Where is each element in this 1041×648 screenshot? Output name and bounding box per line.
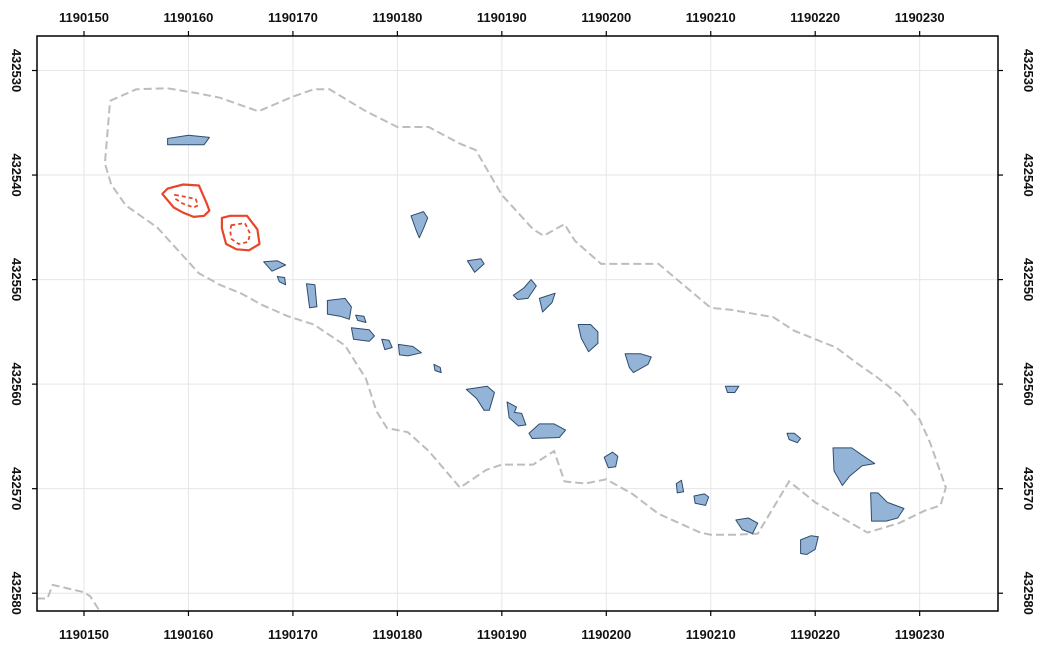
highlight-inner-ring xyxy=(173,193,199,209)
x-tick-label-bottom: 1190170 xyxy=(268,627,318,642)
feature-polygon xyxy=(675,479,685,494)
y-tick-label-left: 432530 xyxy=(9,49,24,92)
y-tick-label-right: 432540 xyxy=(1021,153,1036,196)
feature-polygon xyxy=(528,423,567,439)
x-tick-label-bottom: 1190220 xyxy=(790,627,840,642)
y-tick-label-right: 432570 xyxy=(1021,467,1036,510)
highlighted-features xyxy=(161,183,261,252)
y-tick-label-left: 432570 xyxy=(9,467,24,510)
feature-polygon xyxy=(276,276,287,286)
grid-lines xyxy=(37,36,998,611)
feature-polygon xyxy=(306,283,318,309)
feature-polygon xyxy=(724,385,740,393)
feature-polygon xyxy=(506,401,527,427)
feature-polygon xyxy=(350,327,375,342)
x-tick-label-bottom: 1190210 xyxy=(686,627,736,642)
feature-polygon xyxy=(577,324,599,353)
x-tick-label-top: 1190180 xyxy=(372,10,422,25)
y-tick-label-left: 432550 xyxy=(9,258,24,301)
feature-polygon xyxy=(786,432,802,444)
y-tick-label-left: 432580 xyxy=(9,572,24,615)
boundary-line xyxy=(103,87,947,536)
axis-labels: 1190150 1190150 1190160 1190160 1190170 11901… xyxy=(9,10,1036,642)
y-tick-label-right: 432580 xyxy=(1021,572,1036,615)
x-tick-label-top: 1190190 xyxy=(477,10,527,25)
feature-polygon xyxy=(870,492,905,522)
feature-polygon xyxy=(693,493,710,506)
y-tick-label-right: 432550 xyxy=(1021,258,1036,301)
feature-polygon xyxy=(167,134,210,146)
feature-polygon xyxy=(538,292,556,313)
y-tick-label-left: 432560 xyxy=(9,362,24,405)
feature-polygon xyxy=(433,363,442,374)
x-tick-label-bottom: 1190200 xyxy=(581,627,631,642)
feature-polygon xyxy=(326,297,352,320)
map-frame xyxy=(36,35,999,612)
y-tick-label-right: 432530 xyxy=(1021,49,1036,92)
feature-polygon xyxy=(466,258,485,273)
x-tick-label-bottom: 1190230 xyxy=(895,627,945,642)
x-tick-label-bottom: 1190160 xyxy=(164,627,214,642)
feature-polygon xyxy=(603,451,619,469)
x-tick-label-bottom: 1190180 xyxy=(372,627,422,642)
x-tick-label-top: 1190200 xyxy=(581,10,631,25)
highlight-outer-ring xyxy=(220,214,261,252)
x-tick-label-top: 1190230 xyxy=(895,10,945,25)
x-tick-label-top: 1190210 xyxy=(686,10,736,25)
x-tick-label-top: 1190150 xyxy=(59,10,109,25)
highlight-outer-ring xyxy=(161,183,211,218)
feature-polygon xyxy=(355,314,367,323)
feature-polygon xyxy=(397,343,422,357)
x-tick-label-top: 1190170 xyxy=(268,10,318,25)
feature-polygon xyxy=(735,517,759,535)
axis-ticks xyxy=(32,31,1003,616)
x-tick-label-bottom: 1190150 xyxy=(59,627,109,642)
feature-polygon xyxy=(512,279,537,300)
boundary-line-corner xyxy=(37,583,101,611)
feature-polygon xyxy=(465,385,495,411)
x-tick-label-top: 1190220 xyxy=(790,10,840,25)
y-tick-label-right: 432560 xyxy=(1021,362,1036,405)
feature-polygon xyxy=(410,211,429,239)
x-tick-label-top: 1190160 xyxy=(164,10,214,25)
y-tick-label-left: 432540 xyxy=(9,153,24,196)
feature-polygon xyxy=(800,535,819,555)
feature-polygon xyxy=(381,338,393,351)
feature-polygon xyxy=(832,447,876,486)
feature-polygons xyxy=(167,134,905,555)
feature-polygon xyxy=(263,260,287,272)
x-tick-label-bottom: 1190190 xyxy=(477,627,527,642)
highlight-inner-ring xyxy=(229,222,252,245)
boundary-outline xyxy=(37,87,947,611)
feature-polygon xyxy=(624,353,652,374)
